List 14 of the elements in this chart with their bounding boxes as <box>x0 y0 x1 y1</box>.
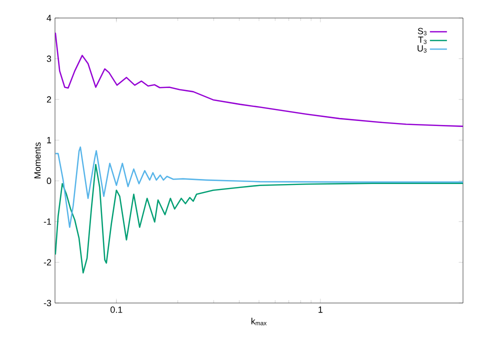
legend-label: T$_{3}$ <box>418 36 427 44</box>
y-tick-label: -3 <box>44 300 52 306</box>
y-tick-label: -1 <box>44 218 52 225</box>
legend-label: U$_{3}$ <box>418 45 427 53</box>
y-tick-label: -2 <box>44 259 52 266</box>
y-tick-label: 2 <box>46 96 52 103</box>
y-tick-label: 3 <box>46 56 52 62</box>
legend-label: S$_{3}$ <box>418 28 427 36</box>
y-axis-title: Moments <box>34 142 41 178</box>
y-tick-label: 0 <box>46 178 52 184</box>
x-tick-label: 0.1 <box>110 306 122 313</box>
x-axis-title: k$_{max}$ <box>251 318 267 326</box>
y-tick-label: 4 <box>46 14 52 22</box>
y-tick-label: 1 <box>47 137 52 144</box>
